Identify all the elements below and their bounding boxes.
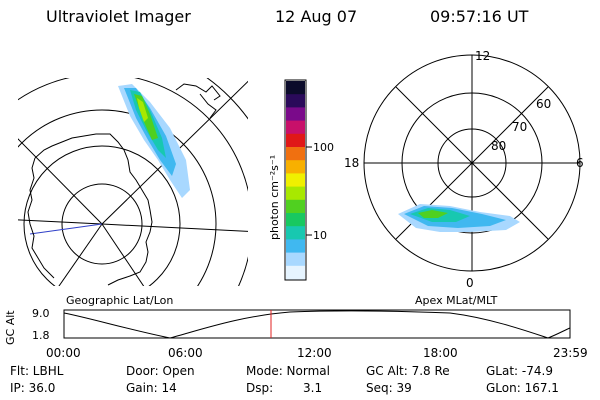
colorbar-swatch	[286, 186, 305, 201]
mlt-label-0: 0	[466, 276, 474, 290]
colorbar-swatch	[286, 107, 305, 122]
colorbar-swatch	[286, 147, 305, 161]
status-gc-alt: GC Alt: 7.8 Re	[366, 364, 450, 378]
status-dsp-value: 3.1	[303, 381, 323, 395]
mlat-label-80: 80	[491, 139, 506, 153]
instrument-title: Ultraviolet Imager	[46, 7, 191, 26]
right-panel-title: Apex MLat/MLT	[415, 294, 498, 307]
antarctica-coastline	[34, 133, 153, 286]
left-panel-title: Geographic Lat/Lon	[66, 294, 174, 307]
colorbar-swatch	[286, 199, 305, 214]
time-label: 09:57:16 UT	[430, 7, 529, 26]
colorbar-swatch	[286, 173, 305, 188]
colorbar-unit: photon cm⁻²s⁻¹	[268, 155, 281, 240]
colorbar-swatch	[286, 252, 305, 267]
colorbar-swatch	[286, 160, 305, 174]
altitude-xtick-0600: 06:00	[168, 346, 203, 360]
south-america-coastline	[175, 83, 221, 101]
colorbar	[284, 79, 312, 281]
left-aurora	[118, 84, 190, 198]
colorbar-swatch	[286, 133, 305, 148]
status-mode: Mode: Normal	[246, 364, 330, 378]
status-flt: Flt: LBHL	[10, 364, 64, 378]
colorbar-tick-10: 10	[313, 229, 327, 242]
altitude-xtick-1200: 12:00	[297, 346, 332, 360]
status-seq: Seq: 39	[366, 381, 412, 395]
mlt-label-18: 18	[344, 156, 359, 170]
altitude-plot	[63, 309, 571, 339]
colorbar-swatch	[286, 239, 305, 254]
altitude-curve	[63, 310, 571, 339]
altitude-ytick-high: 9.0	[32, 307, 50, 320]
colorbar-swatch	[286, 265, 305, 280]
mlat-label-60: 60	[536, 97, 551, 111]
altitude-xtick-2359: 23:59	[553, 346, 588, 360]
status-ip: IP: 36.0	[10, 381, 56, 395]
colorbar-swatch	[286, 213, 305, 227]
status-dsp-label: Dsp:	[246, 381, 274, 395]
altitude-xtick-0000: 00:00	[46, 346, 81, 360]
colorbar-swatch	[286, 226, 305, 240]
colorbar-tick-100: 100	[313, 141, 334, 154]
date-label: 12 Aug 07	[275, 7, 358, 26]
mlt-label-6: 6	[576, 156, 584, 170]
mlt-label-12: 12	[475, 49, 490, 63]
status-door: Door: Open	[126, 364, 195, 378]
colorbar-swatch	[286, 120, 305, 135]
altitude-ylabel: GC Alt	[4, 310, 17, 345]
altitude-xtick-1800: 18:00	[423, 346, 458, 360]
status-gain: Gain: 14	[126, 381, 177, 395]
altitude-ytick-low: 1.8	[32, 329, 50, 342]
mlat-label-70: 70	[512, 120, 527, 134]
status-glat: GLat: -74.9	[486, 364, 553, 378]
status-glon: GLon: 167.1	[486, 381, 559, 395]
geographic-panel	[18, 78, 248, 286]
mlat-mlt-panel	[363, 54, 581, 272]
colorbar-swatch	[286, 81, 305, 95]
colorbar-swatch	[286, 94, 305, 108]
right-aurora	[398, 204, 520, 232]
